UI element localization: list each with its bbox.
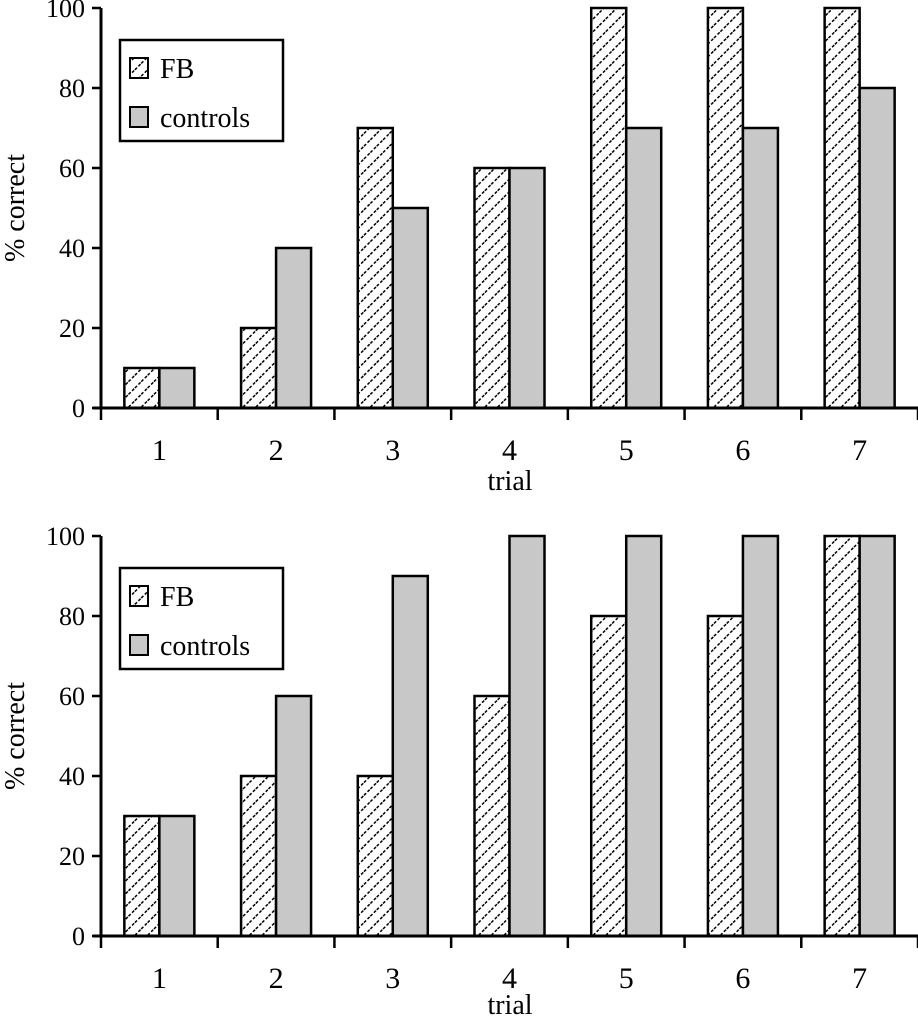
bar-fb-trial-4: [473, 166, 511, 410]
bar-fb-trial-7: [823, 534, 861, 938]
bar-fb-trial-3: [356, 774, 395, 938]
x-tick-label: 7: [852, 434, 867, 467]
bar-fb-trial-2: [239, 326, 278, 410]
x-tick-label: 2: [269, 962, 284, 995]
bar-controls-trial-5: [624, 534, 663, 938]
y-tick-label: 0: [72, 394, 85, 423]
x-axis-label: trial: [487, 990, 532, 1021]
legend-swatch-controls: [129, 106, 149, 128]
y-tick-label: 20: [59, 314, 85, 343]
chart-panel-1: 0 20 40 60 80 100 1 2 3 4 5 6 7 trial % correct FB contr…: [0, 0, 918, 497]
bar-fb-trial-5: [589, 614, 628, 938]
bar-controls-trial-2: [274, 694, 313, 938]
y-tick-label: 20: [59, 842, 85, 871]
x-axis-label: trial: [487, 466, 532, 497]
legend-label-fb: FB: [160, 54, 194, 85]
bar-controls-trial-3: [391, 574, 430, 938]
x-tick-label: 4: [502, 962, 517, 995]
bar-controls-trial-6: [741, 126, 780, 410]
bar-controls-trial-4: [508, 534, 546, 938]
legend-swatch-controls: [129, 634, 149, 656]
bar-fb-trial-2: [239, 774, 278, 938]
y-tick-label: 100: [46, 522, 85, 551]
bar-fb-trial-1: [123, 366, 161, 410]
chart-panel-2: 0 20 40 60 80 100 1 2 3 4 5 6 7 trial % correct FB contr…: [0, 522, 918, 1021]
bar-fb-trial-4: [473, 694, 511, 938]
x-tick-label: 1: [152, 962, 167, 995]
y-tick-label: 60: [59, 682, 85, 711]
legend-swatch-fb: [129, 57, 149, 79]
x-tick-label: 7: [852, 962, 867, 995]
x-tick-label: 6: [735, 434, 750, 467]
bar-fb-trial-5: [589, 6, 628, 410]
bar-fb-trial-1: [123, 814, 161, 938]
x-tick-label: 5: [619, 962, 634, 995]
bar-controls-trial-3: [391, 206, 430, 410]
x-tick-label: 3: [385, 434, 400, 467]
y-tick-label: 40: [59, 762, 85, 791]
legend-label-controls: controls: [160, 631, 250, 662]
legend: FB controls: [118, 566, 285, 671]
y-tick-label: 0: [72, 922, 85, 951]
bar-fb-trial-3: [356, 126, 395, 410]
x-tick-label: 6: [735, 962, 750, 995]
bar-controls-trial-7: [858, 534, 896, 938]
legend-swatch-fb: [129, 585, 149, 607]
y-tick-label: 40: [59, 234, 85, 263]
bar-controls-trial-1: [158, 366, 196, 410]
bar-controls-trial-2: [274, 246, 313, 410]
y-tick-label: 80: [59, 602, 85, 631]
y-axis-label: % correct: [0, 154, 31, 262]
x-tick-label: 2: [269, 434, 284, 467]
bar-controls-trial-4: [508, 166, 546, 410]
bar-controls-trial-1: [158, 814, 196, 938]
y-axis-label: % correct: [0, 682, 31, 790]
legend-label-controls: controls: [160, 103, 250, 134]
bar-controls-trial-7: [858, 86, 896, 410]
bar-controls-trial-6: [741, 534, 780, 938]
y-tick-label: 80: [59, 74, 85, 103]
x-tick-label: 3: [385, 962, 400, 995]
y-tick-label: 60: [59, 154, 85, 183]
legend-label-fb: FB: [160, 582, 194, 613]
legend: FB controls: [118, 38, 285, 143]
x-tick-label: 4: [502, 434, 517, 467]
bar-controls-trial-5: [624, 126, 663, 410]
bar-fb-trial-6: [706, 614, 745, 938]
bar-fb-trial-7: [823, 6, 861, 410]
x-tick-label: 5: [619, 434, 634, 467]
bar-fb-trial-6: [706, 6, 745, 410]
x-tick-label: 1: [152, 434, 167, 467]
y-tick-label: 100: [46, 0, 85, 23]
